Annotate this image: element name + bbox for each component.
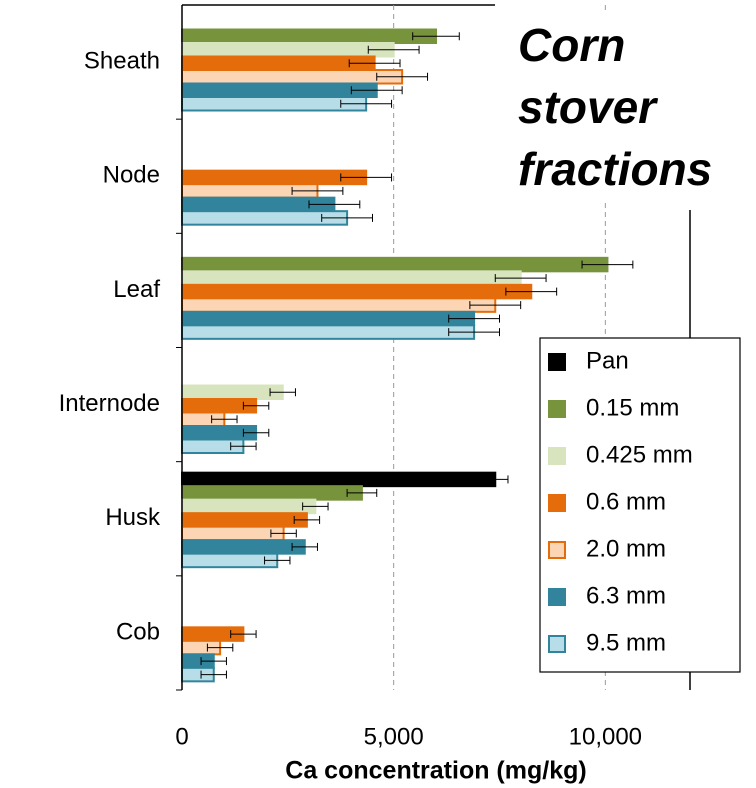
error-bar bbox=[230, 442, 257, 451]
x-tick-label: 0 bbox=[175, 723, 188, 750]
error-bar bbox=[200, 657, 227, 666]
error-bar bbox=[350, 86, 403, 95]
error-bar bbox=[321, 213, 373, 222]
error-bar bbox=[291, 542, 318, 551]
error-bar bbox=[367, 45, 420, 54]
error-bar bbox=[200, 670, 227, 679]
error-bar bbox=[302, 502, 329, 511]
legend-swatch bbox=[548, 635, 566, 653]
error-bar bbox=[346, 488, 378, 497]
error-bar bbox=[270, 529, 297, 538]
y-tick-label: Cob bbox=[116, 618, 160, 645]
error-bar bbox=[469, 301, 522, 310]
legend-swatch bbox=[548, 447, 566, 465]
bar bbox=[181, 69, 404, 85]
error-bar bbox=[291, 186, 344, 195]
bar bbox=[181, 55, 376, 71]
error-bar bbox=[308, 200, 361, 209]
y-tick-label: Node bbox=[103, 162, 160, 189]
error-bar bbox=[242, 428, 270, 437]
bar bbox=[181, 485, 363, 501]
bar bbox=[181, 525, 285, 542]
error-bar bbox=[581, 260, 634, 269]
chart-title: Corn stover fractions bbox=[518, 14, 754, 200]
bar bbox=[181, 552, 279, 569]
bar bbox=[181, 82, 378, 98]
legend-label: 2.0 mm bbox=[586, 535, 666, 562]
bar bbox=[181, 498, 317, 515]
legend-swatch bbox=[548, 353, 566, 371]
bar bbox=[181, 256, 609, 273]
y-tick-label: Leaf bbox=[113, 276, 160, 303]
bar bbox=[181, 384, 284, 400]
bar bbox=[181, 169, 368, 186]
legend-swatch bbox=[548, 494, 566, 512]
bar bbox=[181, 310, 476, 327]
error-bar bbox=[264, 556, 291, 565]
bar bbox=[181, 42, 395, 58]
error-bar bbox=[482, 475, 509, 484]
error-bar bbox=[269, 388, 296, 397]
bar bbox=[181, 539, 306, 555]
error-bar bbox=[340, 173, 393, 182]
y-tick-label: Internode bbox=[59, 390, 160, 417]
legend-swatch bbox=[548, 541, 566, 559]
error-bar bbox=[376, 72, 429, 81]
legend-label: 0.425 mm bbox=[586, 441, 693, 468]
error-bar bbox=[242, 401, 270, 410]
bar bbox=[181, 28, 437, 44]
bar bbox=[181, 270, 522, 286]
error-bar bbox=[206, 643, 234, 652]
bar bbox=[181, 297, 497, 313]
error-bar bbox=[340, 99, 393, 108]
legend-label: Pan bbox=[586, 347, 629, 374]
bar bbox=[181, 96, 368, 112]
y-tick-label: Husk bbox=[105, 504, 161, 531]
legend-label: 9.5 mm bbox=[586, 629, 666, 656]
error-bar bbox=[505, 287, 558, 296]
error-bar bbox=[348, 59, 401, 68]
bar bbox=[181, 512, 308, 528]
error-bar bbox=[448, 328, 500, 337]
y-tick-label: Sheath bbox=[84, 47, 160, 74]
legend-label: 0.15 mm bbox=[586, 394, 679, 421]
legend-label: 6.3 mm bbox=[586, 582, 666, 609]
x-tick-label: 5,000 bbox=[364, 723, 424, 750]
error-bar bbox=[494, 274, 547, 283]
legend-label: 0.6 mm bbox=[586, 488, 666, 515]
x-axis-label: Ca concentration (mg/kg) bbox=[285, 757, 586, 785]
bar bbox=[181, 471, 497, 488]
error-bar bbox=[230, 630, 257, 639]
error-bar bbox=[448, 314, 500, 323]
legend-swatch bbox=[548, 400, 566, 418]
bar bbox=[181, 324, 476, 340]
error-bar bbox=[412, 32, 460, 41]
bar bbox=[181, 283, 533, 300]
x-tick-label: 10,000 bbox=[569, 723, 642, 750]
error-bar bbox=[211, 415, 238, 424]
error-bar bbox=[293, 515, 321, 524]
legend-swatch bbox=[548, 588, 566, 606]
legend-box bbox=[539, 337, 741, 673]
